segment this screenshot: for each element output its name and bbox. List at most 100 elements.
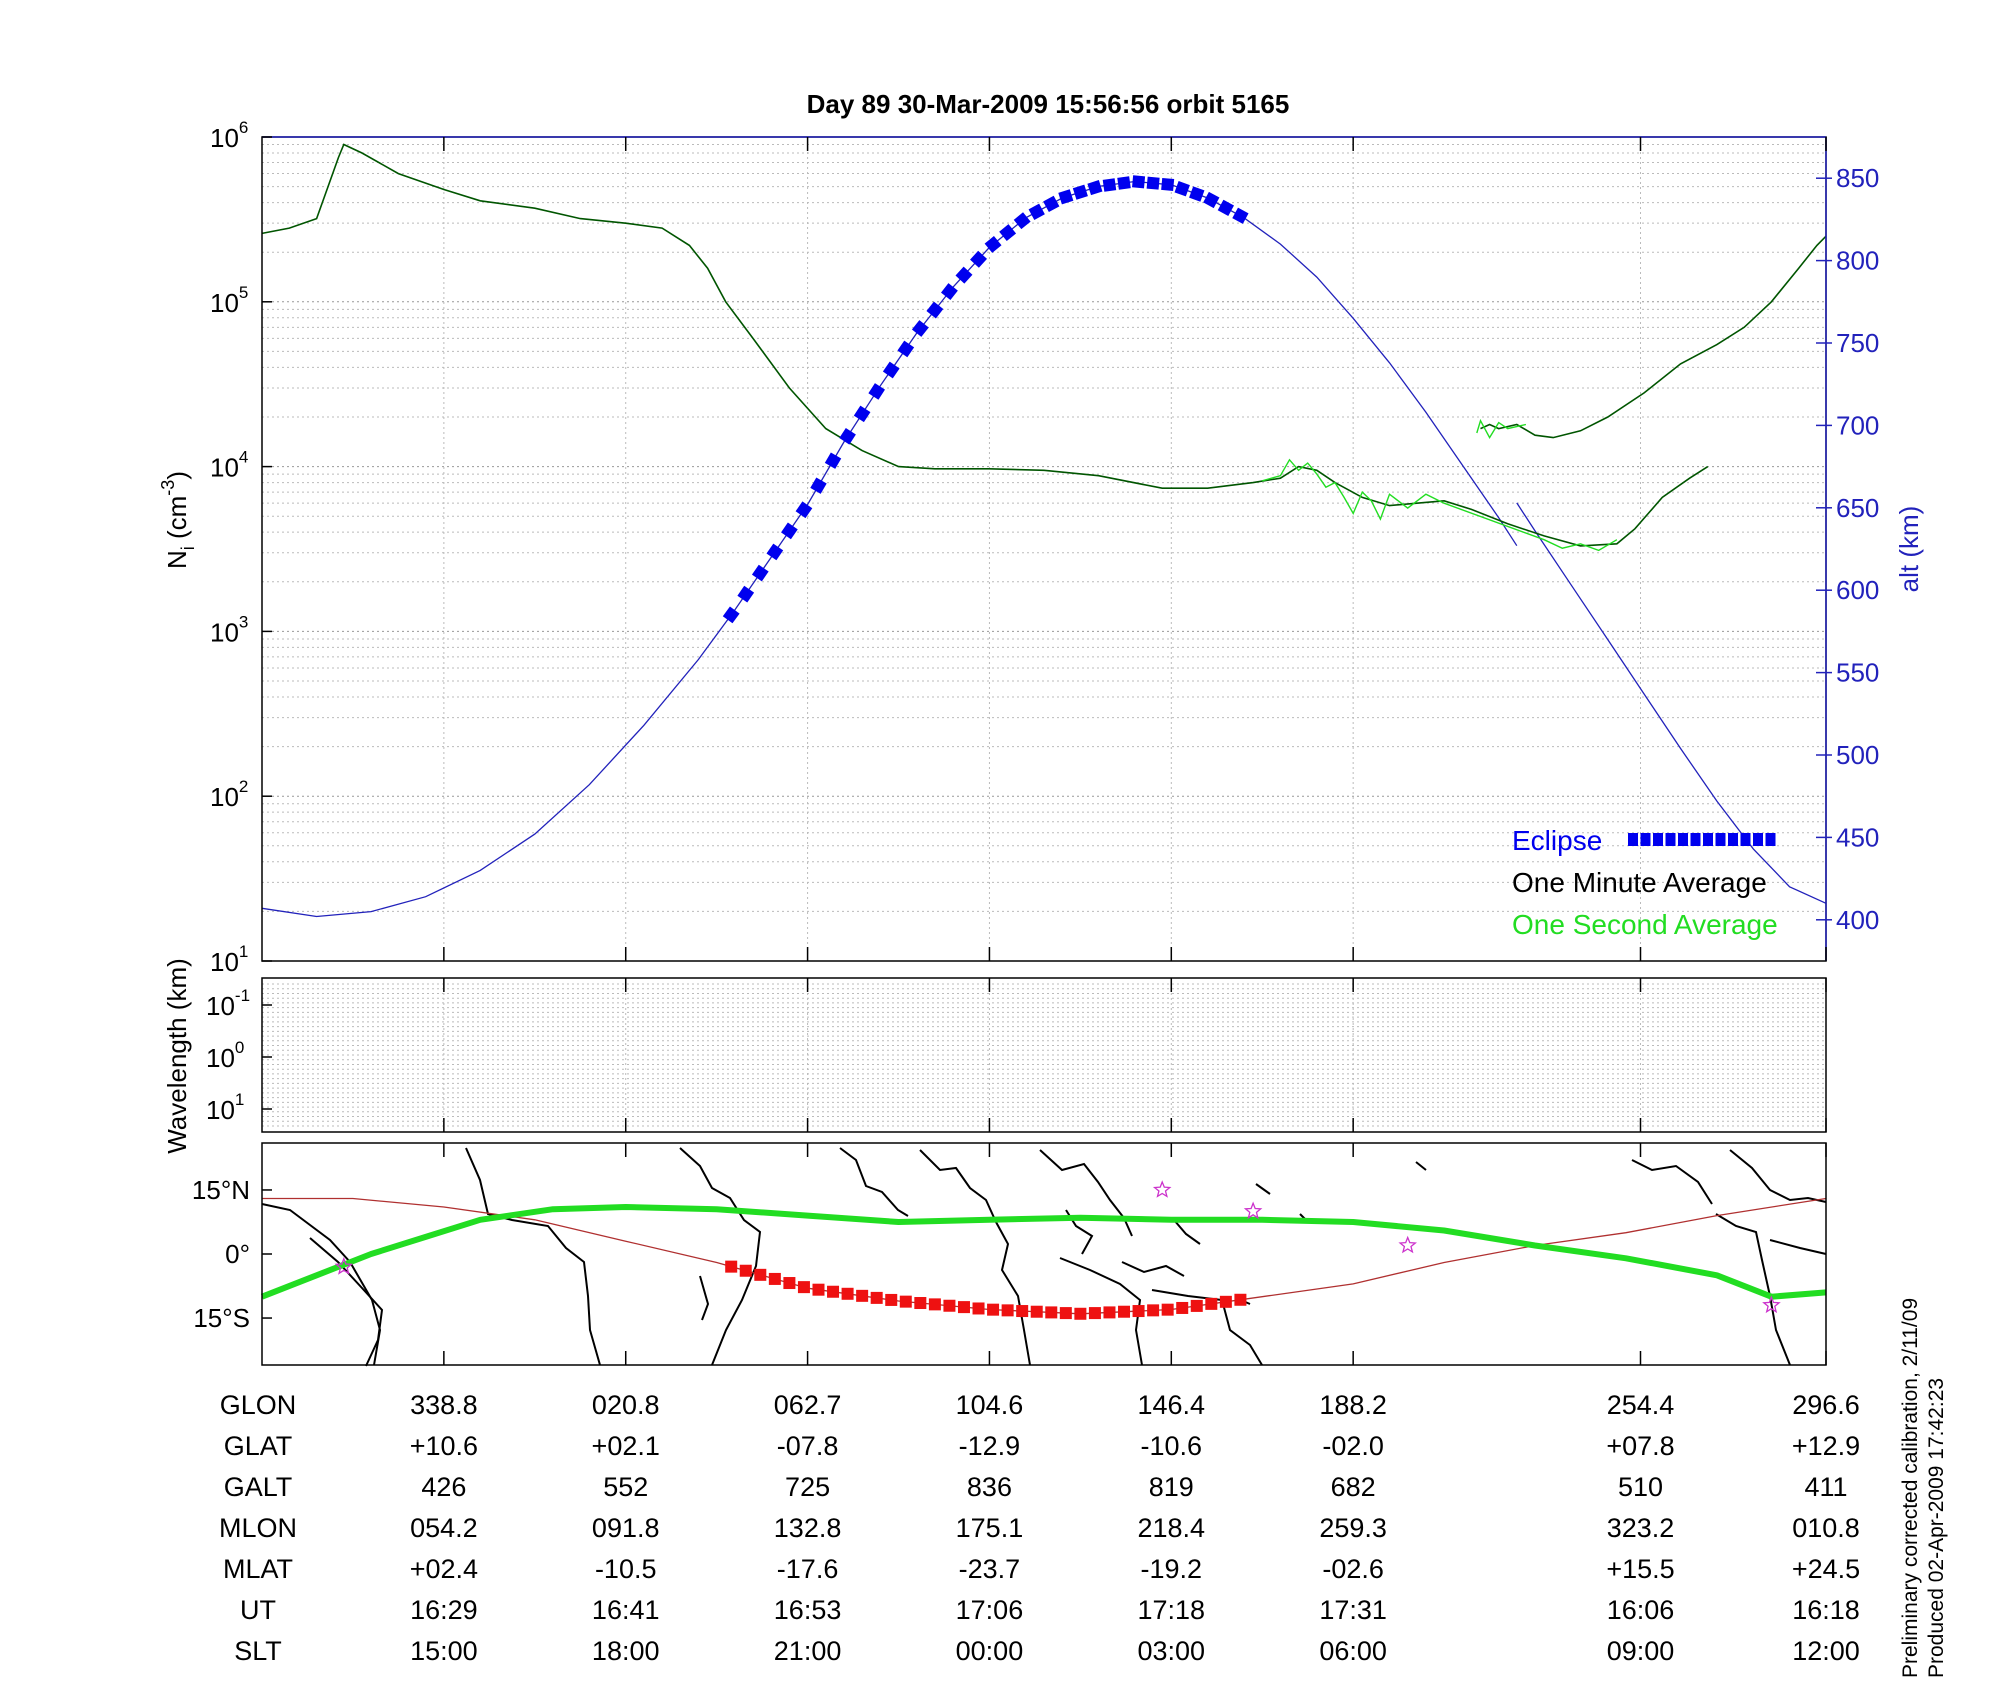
ephemeris-cell: 338.8 — [410, 1390, 478, 1420]
altitude-y-tick-label: 800 — [1836, 246, 1879, 276]
eclipse-marker — [1217, 199, 1234, 217]
density-y-tick-label: 104 — [210, 448, 248, 483]
density-y-label-rest: (cm — [162, 496, 192, 547]
ephemeris-cell: 00:00 — [956, 1636, 1024, 1666]
eclipse-marker — [781, 522, 798, 540]
one-second-average-line — [1262, 458, 1618, 552]
eclipse-track-marker — [783, 1277, 796, 1290]
ephemeris-row-label: MLAT — [223, 1554, 293, 1584]
eclipse-marker — [1146, 176, 1160, 190]
legend-eclipse-marker — [1728, 833, 1738, 846]
legend-eclipse-label: Eclipse — [1512, 825, 1602, 856]
ephemeris-cell: 09:00 — [1607, 1636, 1675, 1666]
ephemeris-cell: 17:18 — [1138, 1595, 1206, 1625]
ephemeris-cell: +15.5 — [1606, 1554, 1674, 1584]
eclipse-marker — [1232, 207, 1249, 224]
map-tracks — [260, 1180, 1827, 1320]
eclipse-marker — [722, 606, 740, 624]
wavelength-y-tick-base: 10 — [206, 991, 235, 1021]
chart-title: Day 89 30-Mar-2009 15:56:56 orbit 5165 — [807, 89, 1290, 119]
ephemeris-cell: 03:00 — [1138, 1636, 1206, 1666]
legend-eclipse-marker — [1640, 833, 1651, 846]
ephemeris-cell: 12:00 — [1792, 1636, 1860, 1666]
eclipse-track-marker — [943, 1299, 956, 1312]
ephemeris-row-label: GLAT — [224, 1431, 293, 1461]
altitude-y-tick-label: 700 — [1836, 410, 1879, 440]
wavelength-grid — [262, 978, 1827, 1132]
density-y-tick-exponent: 5 — [239, 283, 248, 302]
eclipse-marker — [1102, 178, 1117, 192]
eclipse-track-marker — [885, 1293, 898, 1306]
eclipse-track-marker — [725, 1260, 738, 1273]
density-y-tick-base: 10 — [210, 782, 239, 812]
legend-eclipse-marker — [1665, 833, 1676, 846]
ephemeris-cell: 411 — [1804, 1472, 1847, 1502]
ephemeris-cell: 16:53 — [774, 1595, 842, 1625]
eclipse-marker — [911, 320, 929, 337]
density-y-tick-label: 101 — [210, 942, 248, 977]
density-y-tick-exponent: 4 — [239, 448, 248, 467]
ephemeris-cell: 188.2 — [1319, 1390, 1387, 1420]
ephemeris-cell: 104.6 — [956, 1390, 1024, 1420]
eclipse-marker — [926, 301, 944, 319]
map-y-ticks: 15°N 0° 15°S — [192, 1175, 272, 1333]
ephemeris-cell: 06:00 — [1319, 1636, 1387, 1666]
eclipse-marker — [795, 501, 813, 519]
legend-minute-label: One Minute Average — [1512, 867, 1767, 898]
eclipse-marker — [810, 477, 827, 494]
eclipse-marker — [1174, 181, 1190, 197]
density-y-label-sub: i — [178, 546, 198, 550]
density-y-tick-exponent: 3 — [239, 612, 248, 631]
eclipse-track-marker — [797, 1281, 810, 1294]
ephemeris-cell: 323.2 — [1607, 1513, 1675, 1543]
ephemeris-row-label: GLON — [220, 1390, 297, 1420]
ephemeris-cell: 091.8 — [592, 1513, 660, 1543]
eclipse-marker — [766, 543, 784, 561]
ephemeris-cell: 175.1 — [956, 1513, 1024, 1543]
one-minute-average-line — [1480, 235, 1827, 439]
ephemeris-cell: +12.9 — [1792, 1431, 1860, 1461]
eclipse-track-marker — [957, 1301, 970, 1314]
wavelength-plot-frame — [261, 977, 1827, 1133]
eclipse-track-marker — [1176, 1301, 1189, 1314]
eclipse-marker — [1189, 186, 1205, 202]
ephemeris-cell: +02.4 — [410, 1554, 478, 1584]
eclipse-track-marker — [1001, 1304, 1014, 1317]
wavelength-y-tick-label: 101 — [206, 1090, 244, 1125]
eclipse-marker — [868, 383, 885, 400]
eclipse-marker — [1117, 176, 1131, 190]
ephemeris-cell: +07.8 — [1606, 1431, 1674, 1461]
ephemeris-cell: 062.7 — [774, 1390, 842, 1420]
ephemeris-cell: 146.4 — [1138, 1390, 1206, 1420]
density-y-tick-exponent: 6 — [239, 118, 248, 137]
ephemeris-cell: 16:41 — [592, 1595, 660, 1625]
eclipse-marker — [1087, 180, 1103, 196]
eclipse-marker — [955, 266, 973, 284]
eclipse-marker — [1013, 212, 1031, 230]
altitude-y-tick-label: 650 — [1836, 493, 1879, 523]
eclipse-track-marker — [754, 1268, 767, 1281]
altitude-line — [261, 180, 1518, 918]
altitude-y-tick-label: 400 — [1836, 905, 1879, 935]
eclipse-track-marker — [899, 1295, 912, 1308]
eclipse-track-marker — [856, 1289, 869, 1302]
eclipse-track-marker — [841, 1287, 854, 1300]
ephemeris-cell: 819 — [1149, 1472, 1194, 1502]
eclipse-track-marker — [739, 1264, 752, 1277]
density-y-tick-exponent: 1 — [239, 942, 248, 961]
legend-eclipse-marker — [1703, 833, 1713, 846]
ephemeris-cell: -02.6 — [1322, 1554, 1384, 1584]
eclipse-track-marker — [1030, 1305, 1043, 1318]
orbit-track-line — [260, 1204, 1827, 1300]
wavelength-y-tick-base: 10 — [206, 1095, 235, 1125]
station-star-marker — [1762, 1295, 1781, 1314]
eclipse-track-marker — [1088, 1307, 1101, 1320]
wavelength-y-tick-exponent: -1 — [235, 986, 250, 1005]
altitude-y-ticks: 400 450 500 550 600 650 700 750 800 850 — [1816, 163, 1879, 935]
ephemeris-cell: -07.8 — [777, 1431, 839, 1461]
eclipse-track-marker — [1190, 1299, 1203, 1312]
eclipse-track-marker — [768, 1272, 781, 1285]
eclipse-marker — [853, 405, 871, 423]
